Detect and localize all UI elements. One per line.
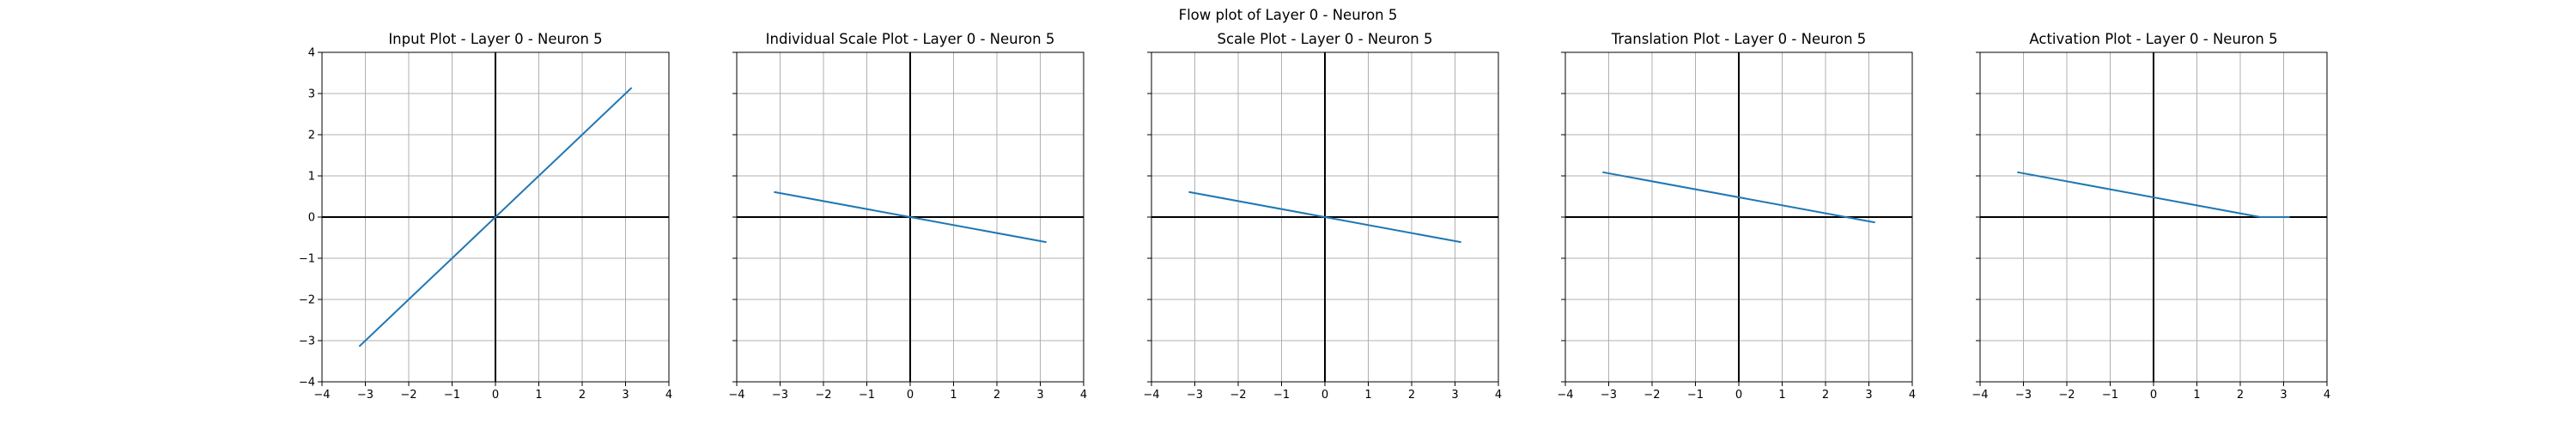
x-tick-label: 4 <box>665 389 672 402</box>
y-tick-label: 1 <box>308 171 315 184</box>
x-tick-label: 1 <box>950 389 957 402</box>
y-tick-label: 4 <box>308 47 315 60</box>
x-tick-label: −1 <box>859 389 875 402</box>
x-tick-label: −1 <box>1687 389 1704 402</box>
x-tick-label: 2 <box>1822 389 1829 402</box>
series-line <box>358 87 633 347</box>
x-tick-label: 2 <box>993 389 1000 402</box>
x-tick-label: 0 <box>1321 389 1328 402</box>
x-tick-label: −2 <box>2058 389 2075 402</box>
x-tick-label: −3 <box>1601 389 1617 402</box>
y-tick-label: 0 <box>308 212 315 225</box>
y-tick-label: 3 <box>308 88 315 101</box>
x-tick-label: −2 <box>815 389 831 402</box>
x-tick-label: 1 <box>2193 389 2200 402</box>
x-tick-label: 3 <box>1036 389 1043 402</box>
x-tick-label: −4 <box>313 389 330 402</box>
figure-suptitle: Flow plot of Layer 0 - Neuron 5 <box>1179 7 1398 23</box>
subplot-title: Scale Plot - Layer 0 - Neuron 5 <box>1217 31 1432 47</box>
x-tick-label: 3 <box>1451 389 1458 402</box>
subplot-title: Individual Scale Plot - Layer 0 - Neuron… <box>766 31 1055 47</box>
x-tick-label: −2 <box>400 389 416 402</box>
x-tick-label: 2 <box>1408 389 1415 402</box>
x-tick-label: 1 <box>1778 389 1785 402</box>
series-line <box>1602 171 1875 224</box>
x-tick-label: −4 <box>1557 389 1573 402</box>
x-tick-label: −4 <box>1971 389 1988 402</box>
subplot-title: Translation Plot - Layer 0 - Neuron 5 <box>1611 31 1867 47</box>
x-tick-label: −3 <box>2015 389 2032 402</box>
x-tick-label: 0 <box>492 389 499 402</box>
x-tick-label: −1 <box>444 389 460 402</box>
y-tick-label: −3 <box>299 335 315 348</box>
x-tick-label: 0 <box>1735 389 1742 402</box>
x-tick-label: −2 <box>1230 389 1246 402</box>
y-tick-label: 2 <box>308 130 315 142</box>
x-tick-label: 0 <box>2150 389 2157 402</box>
x-tick-label: −3 <box>357 389 374 402</box>
series-line <box>1188 190 1461 244</box>
subplot: −4 −3 −2 −1 0 1 2 3 4 Activation Plot - Layer 0 -… <box>1971 31 2330 402</box>
series-line <box>774 190 1047 244</box>
subplot: −4 −3 −2 −1 0 1 2 3 4 −4 −3 −2 −1 0 1 2 3 4 Input Plot - L… <box>299 31 672 402</box>
subplots-container: −4 −3 −2 −1 0 1 2 3 4 −4 −3 −2 −1 0 1 2 3 4 Input Plot - L… <box>299 31 2330 402</box>
x-tick-label: 1 <box>1364 389 1371 402</box>
y-tick-label: −1 <box>299 253 315 266</box>
x-tick-label: 1 <box>535 389 542 402</box>
y-tick-label: −4 <box>299 377 315 390</box>
x-tick-label: −4 <box>1143 389 1159 402</box>
x-tick-label: −1 <box>2102 389 2118 402</box>
subplot: −4 −3 −2 −1 0 1 2 3 4 Individual Scale Plot - Lay… <box>728 31 1087 402</box>
x-tick-label: 4 <box>1495 389 1502 402</box>
subplot: −4 −3 −2 −1 0 1 2 3 4 Scale Plot - Layer 0 - Neur… <box>1143 31 1502 402</box>
x-tick-label: 4 <box>1909 389 1916 402</box>
x-tick-label: 2 <box>579 389 586 402</box>
x-tick-label: 3 <box>1865 389 1872 402</box>
subplot: −4 −3 −2 −1 0 1 2 3 4 Translation Plot - Layer 0 … <box>1557 31 1916 402</box>
x-tick-label: 0 <box>907 389 914 402</box>
subplot-title: Input Plot - Layer 0 - Neuron 5 <box>388 31 602 47</box>
x-tick-label: 3 <box>622 389 629 402</box>
y-tick-label: −2 <box>299 294 315 307</box>
x-tick-label: 4 <box>1080 389 1087 402</box>
x-tick-label: −1 <box>1273 389 1290 402</box>
x-tick-label: −3 <box>1187 389 1203 402</box>
x-tick-label: 4 <box>2324 389 2330 402</box>
x-tick-label: 3 <box>2280 389 2287 402</box>
x-tick-label: −4 <box>728 389 744 402</box>
subplot-title: Activation Plot - Layer 0 - Neuron 5 <box>2029 31 2277 47</box>
x-tick-label: 2 <box>2237 389 2244 402</box>
x-tick-label: −3 <box>772 389 788 402</box>
series-line <box>2017 171 2290 218</box>
x-tick-label: −2 <box>1643 389 1660 402</box>
